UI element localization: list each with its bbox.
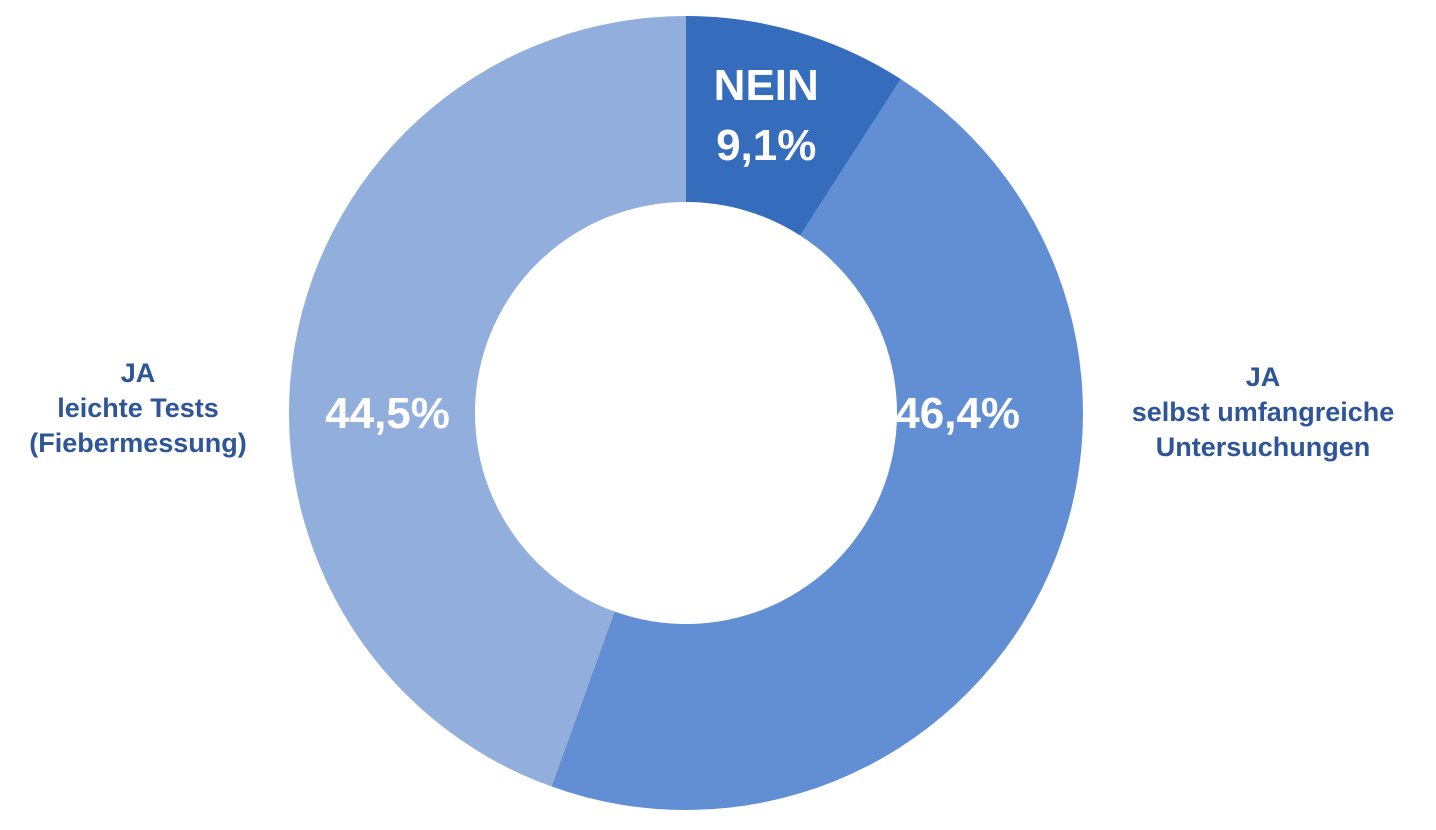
slice-46-4 [551,79,1083,810]
category-label-line: selbst umfangreiche [1131,397,1395,427]
donut-slices [289,16,1083,810]
slice-label-nein: NEIN 9,1% [714,61,819,170]
slice-value-label: 44,5% [325,389,450,438]
category-label-ja-umfangreiche-untersuchungen: JA selbst umfangreiche Untersuchungen [1095,360,1431,465]
slice-9-1 [686,16,901,236]
category-label-line: leichte Tests [57,393,219,423]
category-label-line: (Fiebermessung) [29,428,247,458]
slice-value-label: 9,1% [716,121,816,170]
category-label-line: JA [120,358,156,388]
value-labels: NEIN 9,1% 46,4% 44,5% [325,61,1020,438]
slice-category-label: NEIN [714,61,819,110]
category-label-line: Untersuchungen [1155,432,1371,462]
category-label-ja-leichte-tests: JA leichte Tests (Fiebermessung) [0,356,276,461]
slice-44-5 [289,16,686,787]
category-label-line: JA [1245,362,1281,392]
slice-value-label: 46,4% [895,389,1020,438]
